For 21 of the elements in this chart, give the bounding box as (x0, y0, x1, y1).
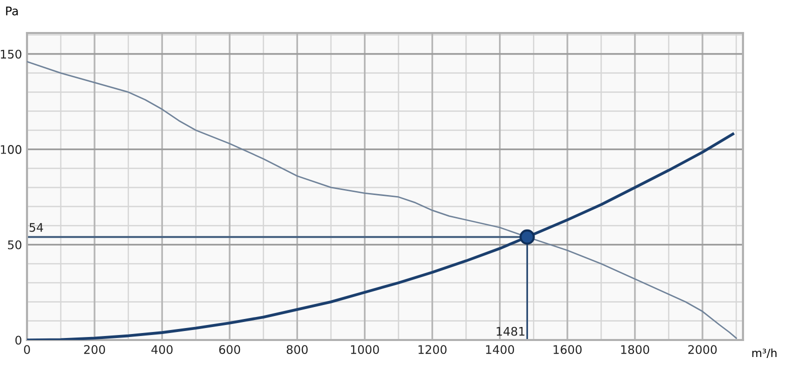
ref-line-label: 54 (30, 223, 44, 232)
y-tick-label: 150 (0, 50, 22, 59)
y-axis-title: Pa (6, 6, 18, 16)
x-axis-title: m³/h (752, 348, 776, 358)
x-tick-label: 800 (286, 345, 308, 354)
x-tick-label: 1200 (418, 345, 447, 354)
y-tick-label: 0 (15, 336, 22, 345)
x-tick-label: 0 (24, 345, 30, 354)
line-series (27, 132, 734, 340)
ref-line-label: 1481 (496, 326, 524, 336)
x-tick-label: 200 (84, 345, 106, 354)
x-tick-label: 1400 (486, 345, 514, 354)
x-tick-label: 1000 (351, 345, 379, 354)
x-tick-label: 400 (151, 345, 173, 354)
y-tick-label: 50 (8, 240, 22, 250)
x-tick-label: 1800 (621, 345, 650, 354)
x-tick-label: 2000 (688, 345, 717, 354)
y-tick-label: 100 (0, 145, 22, 154)
x-tick-label: 1600 (554, 345, 582, 354)
line-series (27, 60, 737, 339)
x-tick-label: 600 (219, 345, 240, 354)
